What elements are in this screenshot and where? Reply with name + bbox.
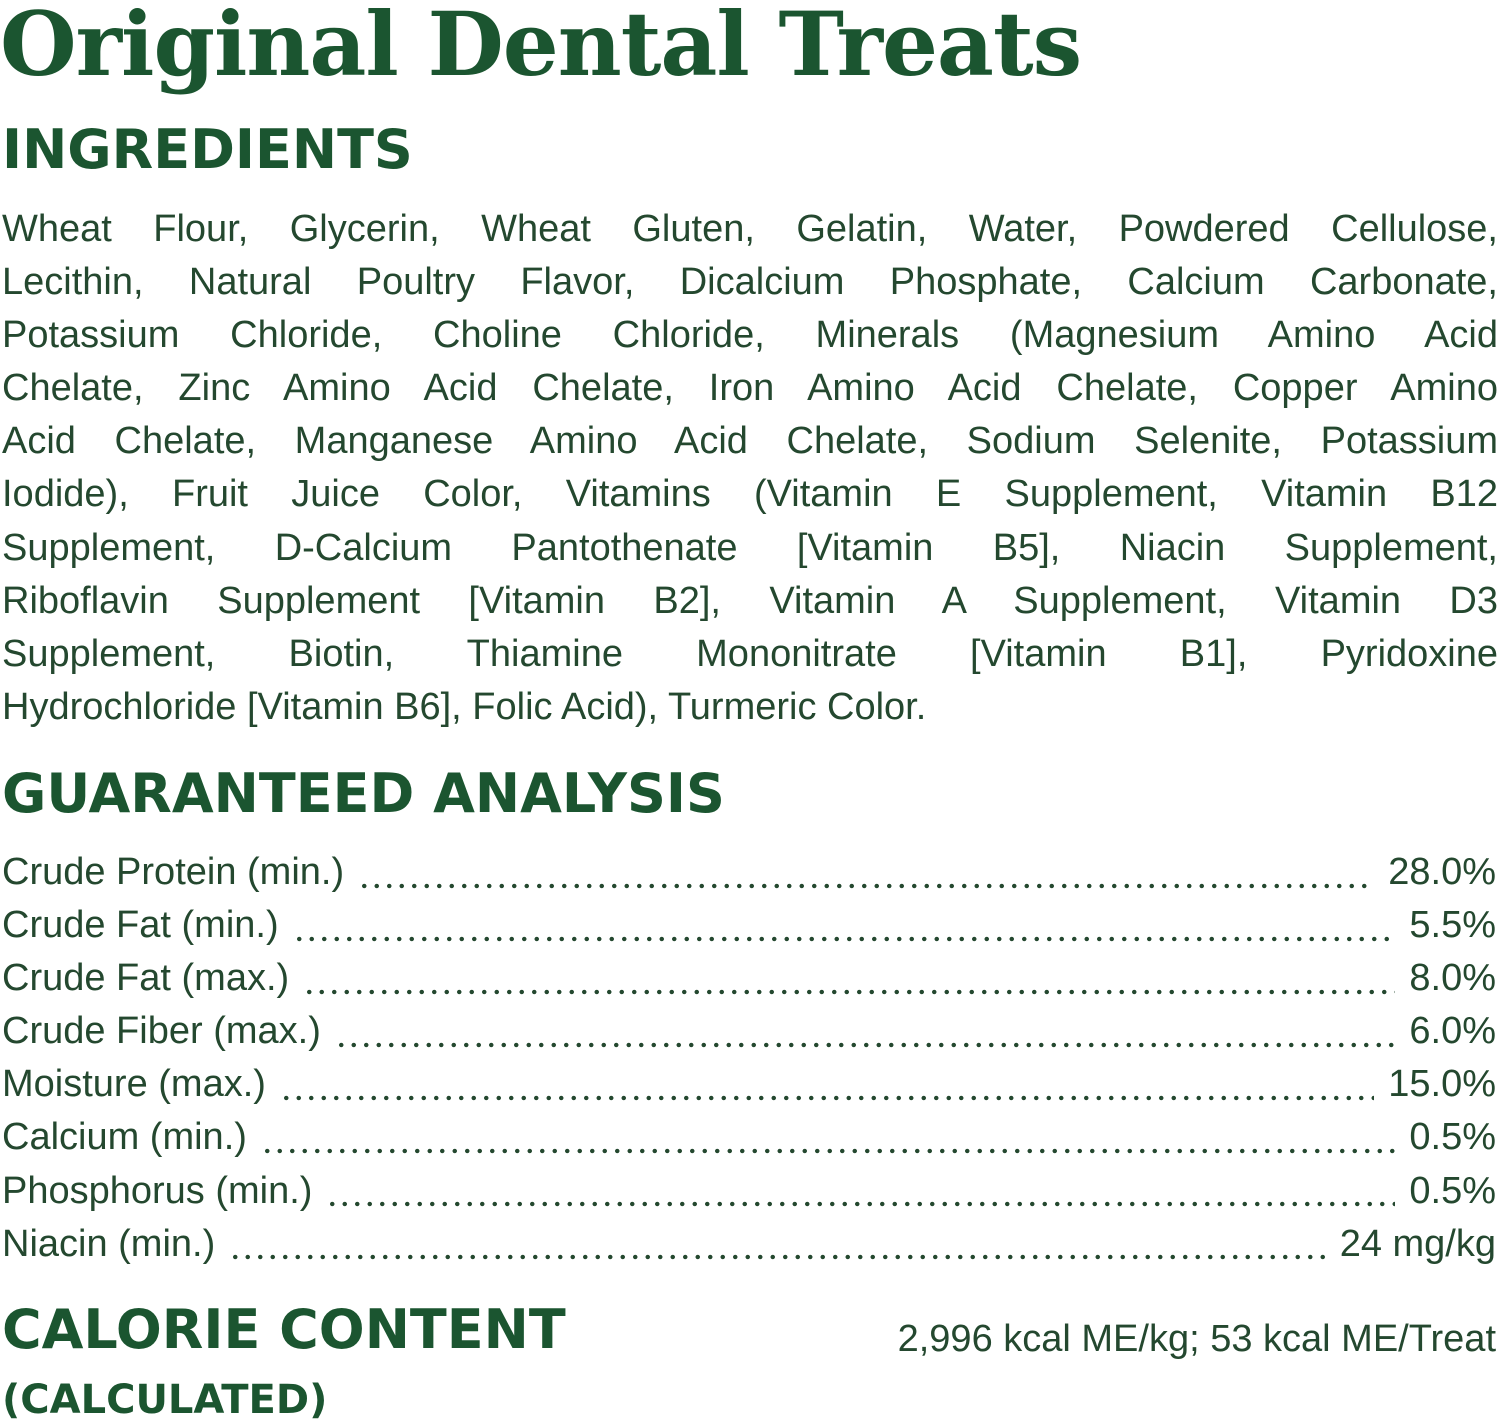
ingredients-heading: INGREDIENTS xyxy=(2,118,413,181)
analysis-label: Moisture (max.) xyxy=(2,1063,266,1106)
analysis-value: 0.5% xyxy=(1409,1169,1496,1212)
analysis-label: Niacin (min.) xyxy=(2,1222,216,1265)
analysis-table: Crude Protein (min.) 28.0% Crude Fat (min.… xyxy=(2,846,1496,1271)
analysis-label: Crude Fat (max.) xyxy=(2,957,290,1000)
ingredients-line: Acid Chelate, Manganese Amino Acid Chela… xyxy=(2,420,1498,463)
dot-leader xyxy=(358,882,1375,889)
analysis-value: 0.5% xyxy=(1409,1116,1496,1159)
dot-leader xyxy=(326,1201,1396,1208)
ingredients-line: Chelate, Zinc Amino Acid Chelate, Iron A… xyxy=(2,367,1498,410)
calorie-subheading: (CALCULATED) xyxy=(2,1377,328,1423)
analysis-value: 15.0% xyxy=(1388,1063,1496,1106)
analysis-label: Crude Protein (min.) xyxy=(2,851,345,893)
ingredients-line: Wheat Flour, Glycerin, Wheat Gluten, Gel… xyxy=(2,208,1498,250)
dot-leader xyxy=(279,1094,1375,1101)
ingredients-line: Potassium Chloride, Choline Chloride, Mi… xyxy=(2,314,1498,357)
analysis-row: Niacin (min.) 24 mg/kg xyxy=(2,1218,1496,1271)
analysis-value: 5.5% xyxy=(1409,904,1496,947)
ingredients-line: Supplement, Biotin, Thiamine Mononitrate… xyxy=(2,632,1498,675)
analysis-row: Crude Protein (min.) 28.0% xyxy=(2,846,1496,899)
calorie-value: 2,996 kcal ME/kg; 53 kcal ME/Treat xyxy=(897,1318,1496,1360)
analysis-label: Calcium (min.) xyxy=(2,1116,247,1159)
analysis-label: Phosphorus (min.) xyxy=(2,1169,313,1212)
analysis-row: Moisture (max.) 15.0% xyxy=(2,1058,1496,1111)
analysis-value: 6.0% xyxy=(1409,1010,1496,1053)
analysis-label: Crude Fat (min.) xyxy=(2,904,279,947)
analysis-value: 28.0% xyxy=(1388,851,1496,893)
analysis-row: Calcium (min.) 0.5% xyxy=(2,1111,1496,1164)
analysis-value: 8.0% xyxy=(1409,957,1496,1000)
analysis-row: Crude Fat (max.) 8.0% xyxy=(2,952,1496,1005)
dot-leader xyxy=(229,1254,1326,1261)
analysis-label: Crude Fiber (max.) xyxy=(2,1010,321,1053)
dot-leader xyxy=(292,935,1396,942)
analysis-value: 24 mg/kg xyxy=(1339,1222,1496,1265)
page-title: Original Dental Treats xyxy=(0,0,1082,96)
calorie-heading: CALORIE CONTENT xyxy=(2,1298,566,1361)
ingredients-line: Lecithin, Natural Poultry Flavor, Dicalc… xyxy=(2,261,1498,304)
dot-leader xyxy=(334,1041,1396,1048)
ingredients-line: Supplement, D-Calcium Pantothenate [Vita… xyxy=(2,526,1498,569)
ingredients-line: Hydrochloride [Vitamin B6], Folic Acid),… xyxy=(2,685,927,728)
analysis-row: Crude Fat (min.) 5.5% xyxy=(2,899,1496,952)
ingredients-line: Iodide), Fruit Juice Color, Vitamins (Vi… xyxy=(2,473,1498,516)
analysis-heading: GUARANTEED ANALYSIS xyxy=(2,762,725,825)
analysis-row: Phosphorus (min.) 0.5% xyxy=(2,1165,1496,1218)
ingredients-line: Riboflavin Supplement [Vitamin B2], Vita… xyxy=(2,579,1498,622)
analysis-row: Crude Fiber (max.) 6.0% xyxy=(2,1005,1496,1058)
ingredients-list: Wheat Flour, Glycerin, Wheat Gluten, Gel… xyxy=(2,203,1498,734)
dot-leader xyxy=(303,988,1396,995)
dot-leader xyxy=(260,1148,1396,1155)
